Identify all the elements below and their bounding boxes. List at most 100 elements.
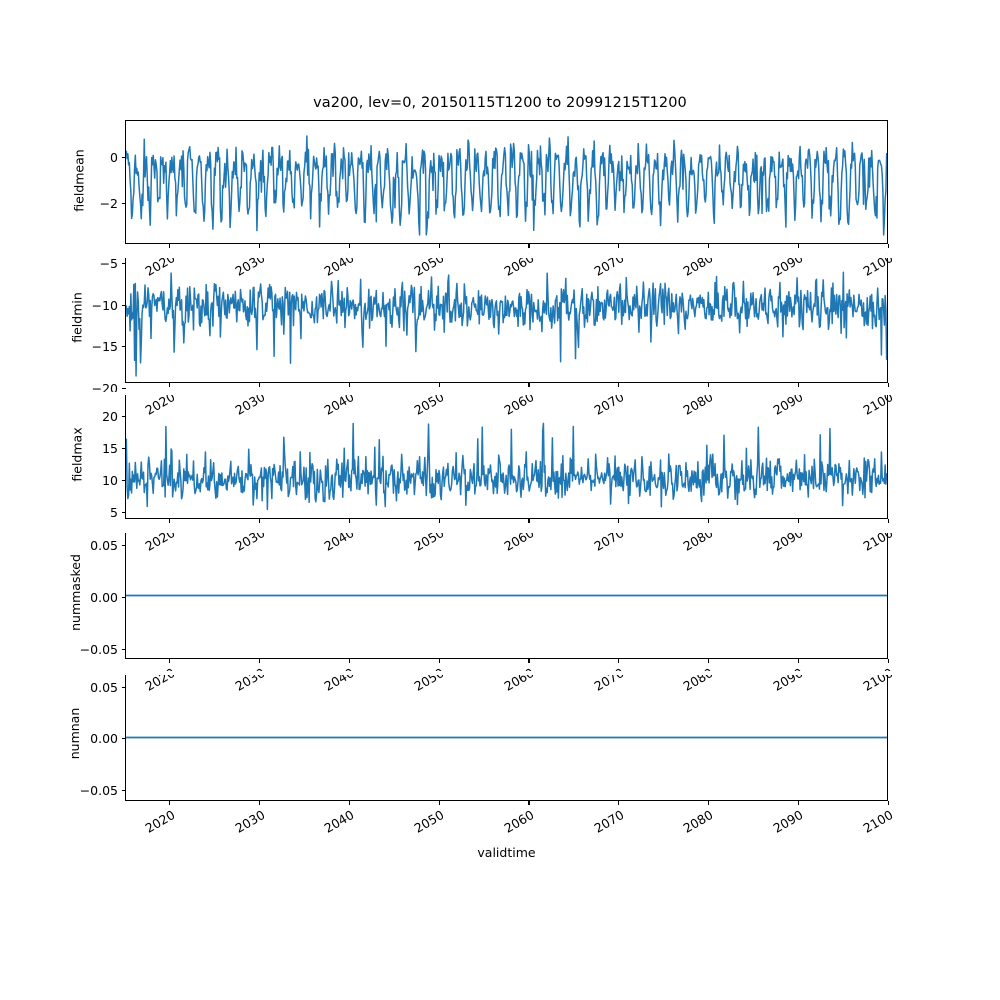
x-tick-mark — [797, 801, 799, 805]
x-tick-label: 2030 — [232, 807, 268, 836]
y-tick-mark — [121, 649, 126, 651]
y-tick-label: 10 — [102, 473, 118, 488]
x-tick-mark — [438, 801, 440, 805]
x-tick-mark — [618, 659, 620, 663]
y-tick-mark — [121, 790, 126, 792]
y-tick-mark — [121, 416, 126, 418]
y-tick-mark — [121, 480, 126, 482]
y-tick-label: 0.00 — [90, 590, 118, 605]
x-axis-label: validtime — [477, 845, 536, 860]
x-tick-mark — [707, 659, 710, 663]
x-tick-mark — [438, 383, 440, 387]
nummasked-plot-area — [126, 594, 887, 597]
x-tick-mark — [618, 519, 620, 523]
fieldmean-plot-area — [126, 135, 887, 236]
x-tick-mark — [797, 244, 799, 248]
x-tick-mark — [887, 244, 889, 248]
x-tick-mark — [618, 383, 620, 387]
x-tick-mark — [887, 519, 889, 523]
y-tick-label: 0.05 — [90, 680, 118, 695]
x-tick-mark — [797, 659, 799, 663]
y-tick-mark — [121, 388, 126, 390]
fieldmin-line — [126, 271, 887, 377]
panel-fieldmin — [125, 257, 888, 383]
panel-nummasked — [125, 532, 888, 659]
axes-overlap-mask — [0, 671, 1000, 675]
y-tick-label: −0.05 — [79, 642, 118, 657]
y-tick-label: 0.00 — [90, 731, 118, 746]
y-tick-mark — [121, 687, 126, 689]
x-tick-mark — [348, 801, 350, 805]
figure-title: va200, lev=0, 20150115T1200 to 20991215T… — [313, 95, 687, 111]
panel-fieldmean — [125, 120, 888, 244]
x-tick-mark — [438, 244, 440, 248]
x-tick-mark — [618, 244, 620, 248]
fieldmax-line — [126, 422, 887, 511]
y-tick-mark — [121, 597, 126, 599]
x-tick-mark — [259, 801, 261, 805]
y-tick-label: −0.05 — [79, 783, 118, 798]
y-tick-mark — [121, 203, 126, 205]
y-tick-label: 5 — [110, 505, 118, 520]
x-tick-label: 2040 — [321, 807, 357, 836]
fieldmax-plot-area — [126, 422, 887, 511]
x-tick-mark — [259, 244, 261, 248]
x-tick-mark — [259, 519, 261, 523]
x-tick-mark — [887, 801, 889, 805]
x-tick-label: 2050 — [411, 807, 447, 836]
y-tick-mark — [121, 545, 126, 547]
y-tick-mark — [121, 448, 126, 450]
y-tick-label: 0 — [110, 150, 118, 165]
x-tick-mark — [797, 383, 799, 387]
y-axis-label-fieldmin: fieldmin — [69, 292, 85, 343]
axes-overlap-mask — [0, 254, 1000, 258]
x-tick-mark — [348, 244, 350, 248]
x-tick-mark — [528, 519, 530, 523]
x-tick-mark — [348, 659, 350, 663]
x-tick-mark — [169, 383, 171, 387]
x-tick-mark — [528, 383, 530, 387]
y-tick-label: −15 — [91, 339, 118, 354]
axes-overlap-mask — [0, 392, 1000, 395]
y-tick-mark — [121, 305, 126, 307]
x-tick-mark — [348, 519, 350, 523]
y-tick-label: −5 — [99, 256, 118, 271]
x-tick-label: 2080 — [680, 807, 716, 836]
x-tick-mark — [169, 659, 171, 663]
x-tick-mark — [618, 801, 620, 805]
x-tick-mark — [528, 659, 530, 663]
x-tick-label: 2060 — [501, 807, 537, 836]
x-tick-mark — [797, 519, 799, 523]
fieldmean-line — [126, 135, 887, 236]
x-tick-mark — [169, 801, 171, 805]
x-tick-label: 2070 — [591, 807, 627, 836]
y-tick-label: 0.05 — [90, 538, 118, 553]
x-tick-mark — [259, 383, 261, 387]
x-tick-mark — [169, 244, 171, 248]
x-tick-mark — [707, 519, 710, 523]
panel-fieldmax — [125, 394, 888, 519]
y-tick-mark — [121, 157, 126, 159]
y-tick-mark — [121, 263, 126, 265]
x-tick-label: 2100 — [860, 807, 896, 836]
x-tick-label: 2020 — [142, 807, 178, 836]
x-tick-label: 2090 — [770, 807, 806, 836]
fieldmin-plot-area — [126, 271, 887, 377]
x-tick-mark — [707, 383, 710, 387]
axes-overlap-mask — [0, 529, 1000, 533]
x-tick-mark — [707, 244, 710, 248]
x-tick-mark — [438, 519, 440, 523]
x-tick-mark — [707, 801, 710, 805]
y-tick-label: 15 — [102, 441, 118, 456]
x-tick-mark — [887, 659, 889, 663]
x-tick-mark — [169, 519, 171, 523]
x-tick-mark — [348, 383, 350, 387]
numnan-plot-area — [126, 736, 887, 739]
x-tick-mark — [887, 383, 889, 387]
x-tick-mark — [528, 801, 530, 805]
x-tick-mark — [259, 659, 261, 663]
y-tick-label: −10 — [91, 298, 118, 313]
y-axis-label-fieldmean: fieldmean — [71, 149, 87, 212]
y-tick-label: −2 — [99, 196, 118, 211]
